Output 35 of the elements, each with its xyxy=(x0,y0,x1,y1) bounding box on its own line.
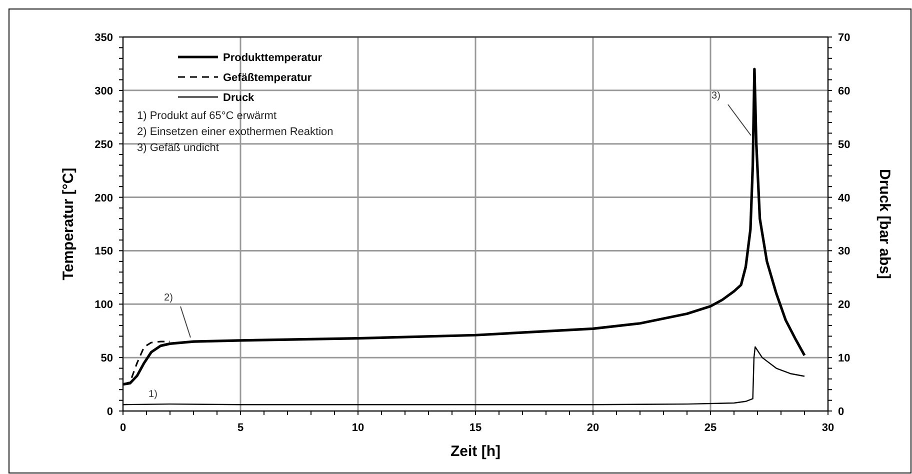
legend-label: Druck xyxy=(223,92,256,104)
y2-tick-label: 0 xyxy=(838,406,844,418)
annotation: 3) xyxy=(712,90,720,102)
y2-tick-label: 50 xyxy=(838,138,850,151)
legend-label: Gefäßtemperatur xyxy=(223,72,312,84)
y-tick-label: 350 xyxy=(94,32,113,44)
y2-axis-title: Druck [bar abs] xyxy=(876,168,893,280)
x-tick-label: 30 xyxy=(822,422,834,434)
x-tick-label: 0 xyxy=(120,422,126,434)
x-tick-label: 15 xyxy=(469,422,482,434)
y-tick-label: 250 xyxy=(94,138,113,151)
y-tick-label: 150 xyxy=(94,246,113,258)
x-tick-label: 20 xyxy=(586,422,600,434)
y2-tick-label: 40 xyxy=(838,192,850,204)
annotation: 1) xyxy=(148,389,158,400)
y2-tick-label: 20 xyxy=(838,299,850,312)
y-axis-title: Temperatur [°C] xyxy=(60,168,77,280)
annotation: 2) Einsetzen einer exothermen Reaktion xyxy=(137,126,334,138)
y-tick-label: 200 xyxy=(94,192,113,204)
y-tick-label: 300 xyxy=(94,85,113,98)
y2-tick-label: 10 xyxy=(838,352,850,365)
y-tick-label: 50 xyxy=(100,352,113,365)
y2-tick-label: 30 xyxy=(838,246,850,258)
x-axis-title: Zeit [h] xyxy=(450,443,500,460)
y-tick-label: 0 xyxy=(106,406,113,418)
x-tick-label: 25 xyxy=(704,422,717,434)
x-tick-label: 10 xyxy=(352,422,364,434)
y-tick-label: 100 xyxy=(94,299,113,312)
annotation: 3) Gefäß undicht xyxy=(137,142,219,154)
legend-label: Produkttemperatur xyxy=(223,52,323,64)
annotation: 1) Produkt auf 65°C erwärmt xyxy=(137,110,277,122)
y2-tick-label: 60 xyxy=(838,85,850,98)
x-tick-label: 5 xyxy=(237,422,244,434)
y2-tick-label: 70 xyxy=(838,32,850,44)
annotation: 2) xyxy=(164,292,173,304)
